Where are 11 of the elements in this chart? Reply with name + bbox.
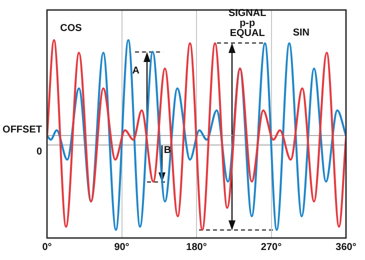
- series-label: COS: [60, 22, 82, 34]
- x-tick-label: 360°: [336, 242, 356, 253]
- series-label: SIN: [292, 28, 310, 39]
- x-tick-label: 90°: [114, 242, 130, 253]
- x-tick-label: 270°: [260, 242, 282, 253]
- annotation: A: [132, 65, 140, 76]
- ref-line-label: OFFSET: [2, 124, 42, 136]
- ref-line-label: 0: [36, 146, 42, 158]
- text: SIGNAL p-p EQUAL: [228, 8, 266, 39]
- x-tick-label: 180°: [186, 242, 207, 253]
- x-tick-label: 0°: [42, 242, 52, 253]
